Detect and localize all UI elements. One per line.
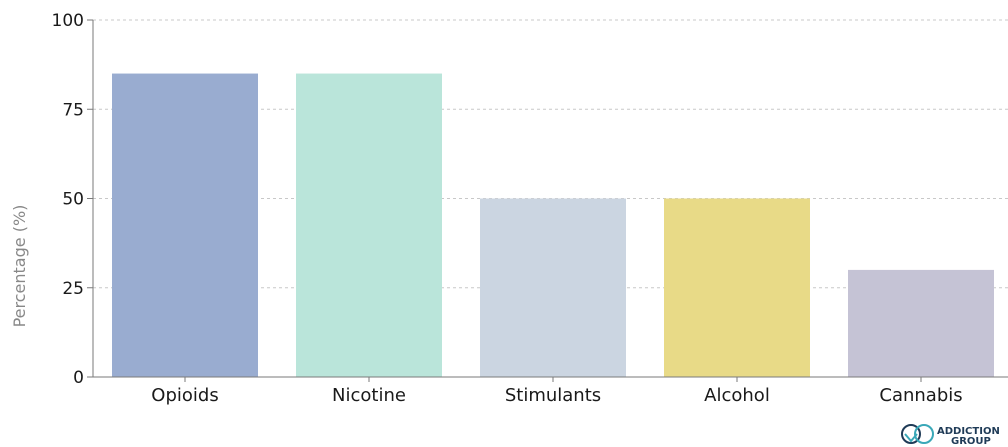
- bar-stimulants[interactable]: [480, 198, 626, 378]
- x-tick-label-opioids: Opioids: [151, 385, 218, 406]
- logo-text-line2: GROUP: [951, 436, 991, 447]
- y-tick-label-100: 100: [52, 11, 84, 31]
- y-tick-label-25: 25: [62, 279, 84, 299]
- x-tick-label-nicotine: Nicotine: [332, 385, 406, 406]
- logo-mark-icon: [901, 424, 934, 444]
- y-tick-labels: 0 25 50 75 100: [52, 11, 93, 388]
- bars: [112, 73, 994, 378]
- x-tick-label-stimulants: Stimulants: [505, 385, 601, 406]
- y-tick-label-0: 0: [73, 368, 84, 388]
- x-tick-labels: Opioids Nicotine Stimulants Alcohol Cannabis: [151, 377, 963, 406]
- addiction-group-logo: ADDICTION GROUP: [901, 424, 1000, 447]
- logo-text-line1: ADDICTION: [937, 426, 1000, 437]
- x-tick-label-alcohol: Alcohol: [704, 385, 770, 406]
- bar-cannabis[interactable]: [848, 269, 994, 377]
- x-tick-label-cannabis: Cannabis: [879, 385, 962, 406]
- bar-opioids[interactable]: [112, 73, 258, 378]
- bar-alcohol[interactable]: [664, 198, 810, 378]
- bar-nicotine[interactable]: [296, 73, 442, 378]
- y-tick-label-50: 50: [62, 190, 84, 210]
- y-axis-title: Percentage (%): [10, 205, 29, 328]
- y-tick-label-75: 75: [62, 100, 84, 120]
